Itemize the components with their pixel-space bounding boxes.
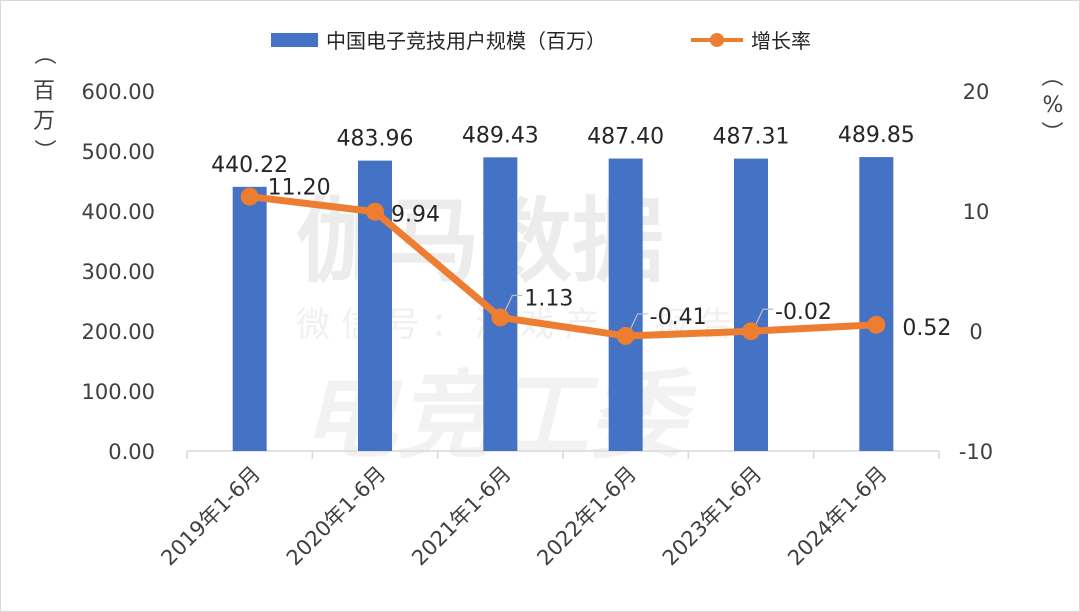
x-category-label: 2020年1-6月 (282, 462, 391, 571)
right-axis-tick-label: -10 (959, 440, 993, 464)
growth-value-label: 9.94 (391, 203, 440, 228)
right-unit-char: ） (1038, 121, 1063, 143)
growth-value-label: 11.20 (268, 176, 331, 201)
growth-value-label: -0.02 (775, 300, 832, 325)
legend-line-marker (710, 33, 724, 47)
right-axis-tick-label: 0 (969, 320, 982, 344)
bar (734, 158, 768, 451)
left-axis-tick-label: 300.00 (82, 260, 155, 284)
x-category-label: 2023年1-6月 (658, 462, 767, 571)
right-unit-char: % (1043, 93, 1064, 118)
left-unit-char: （ (31, 43, 56, 65)
growth-marker (742, 322, 760, 341)
left-unit-char: 百 (33, 79, 55, 104)
growth-marker (491, 308, 510, 327)
bar-value-label: 483.96 (337, 127, 414, 152)
left-axis-tick-label: 600.00 (82, 80, 155, 104)
x-category-label: 2021年1-6月 (407, 462, 516, 571)
left-axis-tick-label: 0.00 (108, 440, 155, 464)
right-axis-tick-label: 20 (963, 80, 990, 104)
bar-value-label: 487.40 (587, 125, 664, 150)
left-axis-tick-label: 400.00 (82, 200, 155, 224)
plot-area: 0.00 100.00 200.00 300.00 400.00 500.00 600.00… (82, 80, 994, 570)
legend-line-label: 增长率 (751, 29, 811, 53)
label-leader-line (629, 313, 648, 332)
label-leader-line (503, 294, 523, 313)
bar-value-label: 487.31 (713, 125, 790, 150)
left-axis-tick-label: 100.00 (82, 380, 155, 404)
right-axis-unit: （ % ） (1038, 65, 1063, 143)
growth-line (246, 193, 880, 340)
left-unit-char: ） (31, 139, 56, 161)
left-axis-tick-label: 500.00 (82, 140, 155, 164)
growth-marker (616, 326, 635, 345)
growth-value-label: -0.41 (650, 305, 707, 330)
legend: 中国电子竞技用户规模（百万） 增长率 (271, 29, 811, 53)
legend-bar-label: 中国电子竞技用户规模（百万） (326, 29, 606, 53)
bar-value-label: 489.85 (838, 123, 915, 148)
legend-bar-swatch (271, 33, 318, 47)
x-category-label: 2019年1-6月 (156, 462, 265, 571)
label-leader-line (754, 308, 773, 327)
left-axis-unit: （ 百 万 ） (31, 43, 56, 161)
x-category-label: 2022年1-6月 (532, 462, 641, 571)
bar-value-label: 440.22 (211, 153, 288, 178)
bar-value-label: 489.43 (462, 123, 539, 148)
watermark-line1: 伽马数据 (296, 188, 664, 295)
right-axis-tick-label: 10 (963, 200, 990, 224)
bar (232, 186, 267, 452)
bar (859, 157, 894, 451)
left-axis-tick-label: 200.00 (82, 320, 155, 344)
growth-value-label: 1.13 (524, 286, 573, 311)
growth-marker (240, 187, 259, 206)
growth-marker (867, 315, 886, 334)
growth-value-label: 0.52 (902, 316, 951, 341)
left-unit-char: 万 (33, 109, 55, 134)
right-unit-char: （ (1038, 65, 1063, 87)
x-category-label: 2024年1-6月 (783, 462, 892, 571)
growth-marker (366, 202, 384, 221)
bar (608, 158, 643, 451)
